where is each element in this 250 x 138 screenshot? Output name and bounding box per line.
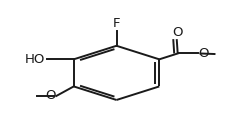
Text: O: O xyxy=(198,47,209,60)
Text: O: O xyxy=(45,89,56,103)
Text: O: O xyxy=(172,26,183,39)
Text: HO: HO xyxy=(25,53,45,66)
Text: F: F xyxy=(113,17,120,30)
